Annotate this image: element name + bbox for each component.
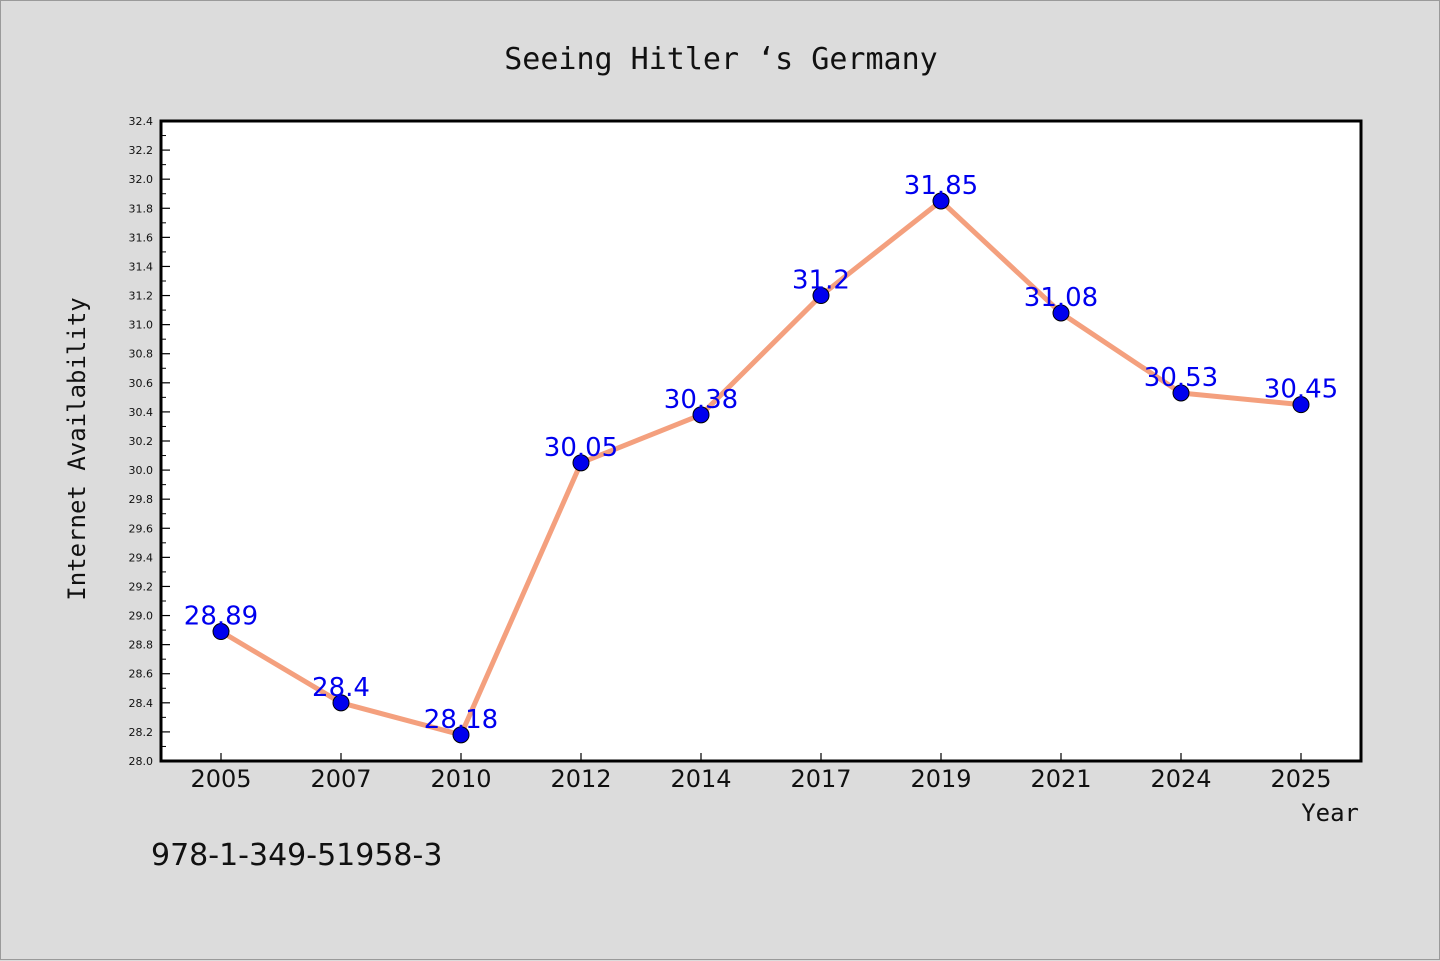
y-tick-label: 28.4	[129, 697, 154, 710]
data-points	[212, 192, 1310, 744]
chart-title: Seeing Hitler ‘s Germany	[504, 42, 937, 77]
x-tick-label: 2017	[790, 765, 851, 793]
y-tick-label: 32.0	[129, 173, 154, 186]
series-line	[218, 198, 1304, 738]
y-tick-label: 31.4	[129, 260, 154, 273]
y-tick-label: 31.6	[129, 231, 154, 244]
y-axis: 28.0 28.2 28.4 28.6 28.8 29.0 29.2 29.4 29.6 29.8…	[129, 115, 170, 768]
y-tick-label: 29.8	[129, 493, 154, 506]
y-tick-label: 31.0	[129, 319, 154, 332]
x-tick-label: 2021	[1030, 765, 1091, 793]
y-tick-label: 30.0	[129, 464, 154, 477]
x-tick-label: 2012	[550, 765, 611, 793]
data-label: 30.38	[664, 385, 738, 415]
y-tick-label: 29.6	[129, 522, 154, 535]
data-point	[1172, 384, 1190, 402]
data-label: 31.2	[792, 266, 850, 296]
data-point	[812, 287, 830, 305]
y-tick-label: 29.4	[129, 551, 154, 564]
data-labels: 28.89 28.4 28.18 30.05 30.38 31.2 31.85 31.08 30…	[184, 171, 1338, 735]
x-axis-label: Year	[1301, 799, 1359, 827]
x-tick-label: 2019	[910, 765, 971, 793]
data-label: 31.08	[1024, 283, 1098, 313]
data-label: 28.89	[184, 602, 258, 632]
data-label: 30.05	[544, 433, 618, 463]
data-point	[332, 694, 350, 712]
y-tick-label: 30.6	[129, 377, 154, 390]
data-label: 28.4	[312, 673, 370, 703]
y-axis-label: Internet Availability	[63, 297, 91, 600]
x-axis: 2005 2007 2010 2012 2014 2017 2019 2021 2024 2025	[190, 753, 1332, 793]
x-tick-label: 2014	[670, 765, 731, 793]
data-point	[572, 454, 590, 472]
data-point	[212, 623, 230, 641]
y-tick-label: 32.2	[129, 144, 154, 157]
x-tick-label: 2010	[430, 765, 491, 793]
data-point	[452, 726, 470, 744]
data-point	[692, 406, 710, 424]
data-label: 31.85	[904, 171, 978, 201]
y-tick-label: 28.8	[129, 639, 154, 652]
data-label: 30.53	[1144, 363, 1218, 393]
x-tick-label: 2024	[1150, 765, 1211, 793]
x-tick-label: 2025	[1270, 765, 1331, 793]
plot-area	[159, 119, 1363, 763]
data-label: 30.45	[1264, 375, 1338, 405]
y-tick-label: 28.2	[129, 726, 154, 739]
y-tick-label: 28.0	[129, 755, 154, 768]
y-tick-label: 31.8	[129, 202, 154, 215]
y-tick-label: 28.6	[129, 668, 154, 681]
y-tick-label: 32.4	[129, 115, 154, 128]
isbn-footnote: 978-1-349-51958-3	[151, 838, 442, 873]
y-tick-label: 30.8	[129, 348, 154, 361]
data-point	[1292, 396, 1310, 414]
y-tick-label: 30.4	[129, 406, 154, 419]
y-tick-label: 29.0	[129, 610, 154, 623]
data-point	[1052, 304, 1070, 322]
x-tick-label: 2007	[310, 765, 371, 793]
data-label: 28.18	[424, 705, 498, 735]
x-tick-label: 2005	[190, 765, 251, 793]
y-tick-label: 29.2	[129, 580, 154, 593]
y-tick-label: 31.2	[129, 290, 154, 303]
series-polyline	[218, 198, 1304, 738]
data-point	[932, 192, 950, 210]
y-tick-label: 30.2	[129, 435, 154, 448]
